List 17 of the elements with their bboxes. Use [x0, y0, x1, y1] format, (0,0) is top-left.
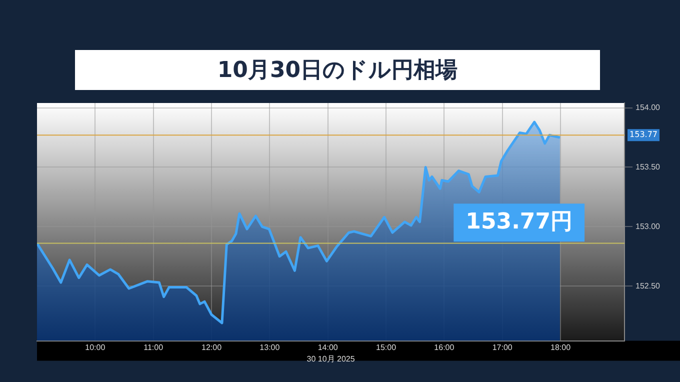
y-tick-label: 153.00 [636, 222, 661, 231]
y-tick-label: 153.50 [636, 162, 661, 172]
y-tick-label: 152.50 [636, 281, 661, 290]
x-tick-label: 16:00 [434, 342, 455, 352]
x-tick-label: 14:00 [318, 342, 338, 352]
y-tick-label: 154.00 [636, 102, 661, 112]
x-tick-label: 13:00 [260, 342, 280, 352]
ref-line-label: 153.77 [630, 130, 658, 140]
x-tick-label: 17:00 [492, 342, 513, 352]
x-axis-title: 30 10月 2025 [306, 354, 356, 364]
x-tick-label: 18:00 [550, 342, 572, 352]
x-tick-label: 12:00 [202, 342, 222, 352]
annotation: 153.77円 [466, 209, 573, 234]
x-tick-label: 10:00 [85, 342, 106, 352]
x-tick-label: 11:00 [144, 342, 164, 352]
x-tick-label: 15:00 [376, 342, 397, 352]
chart-title: 10月30日のドル円相場 [75, 50, 600, 90]
